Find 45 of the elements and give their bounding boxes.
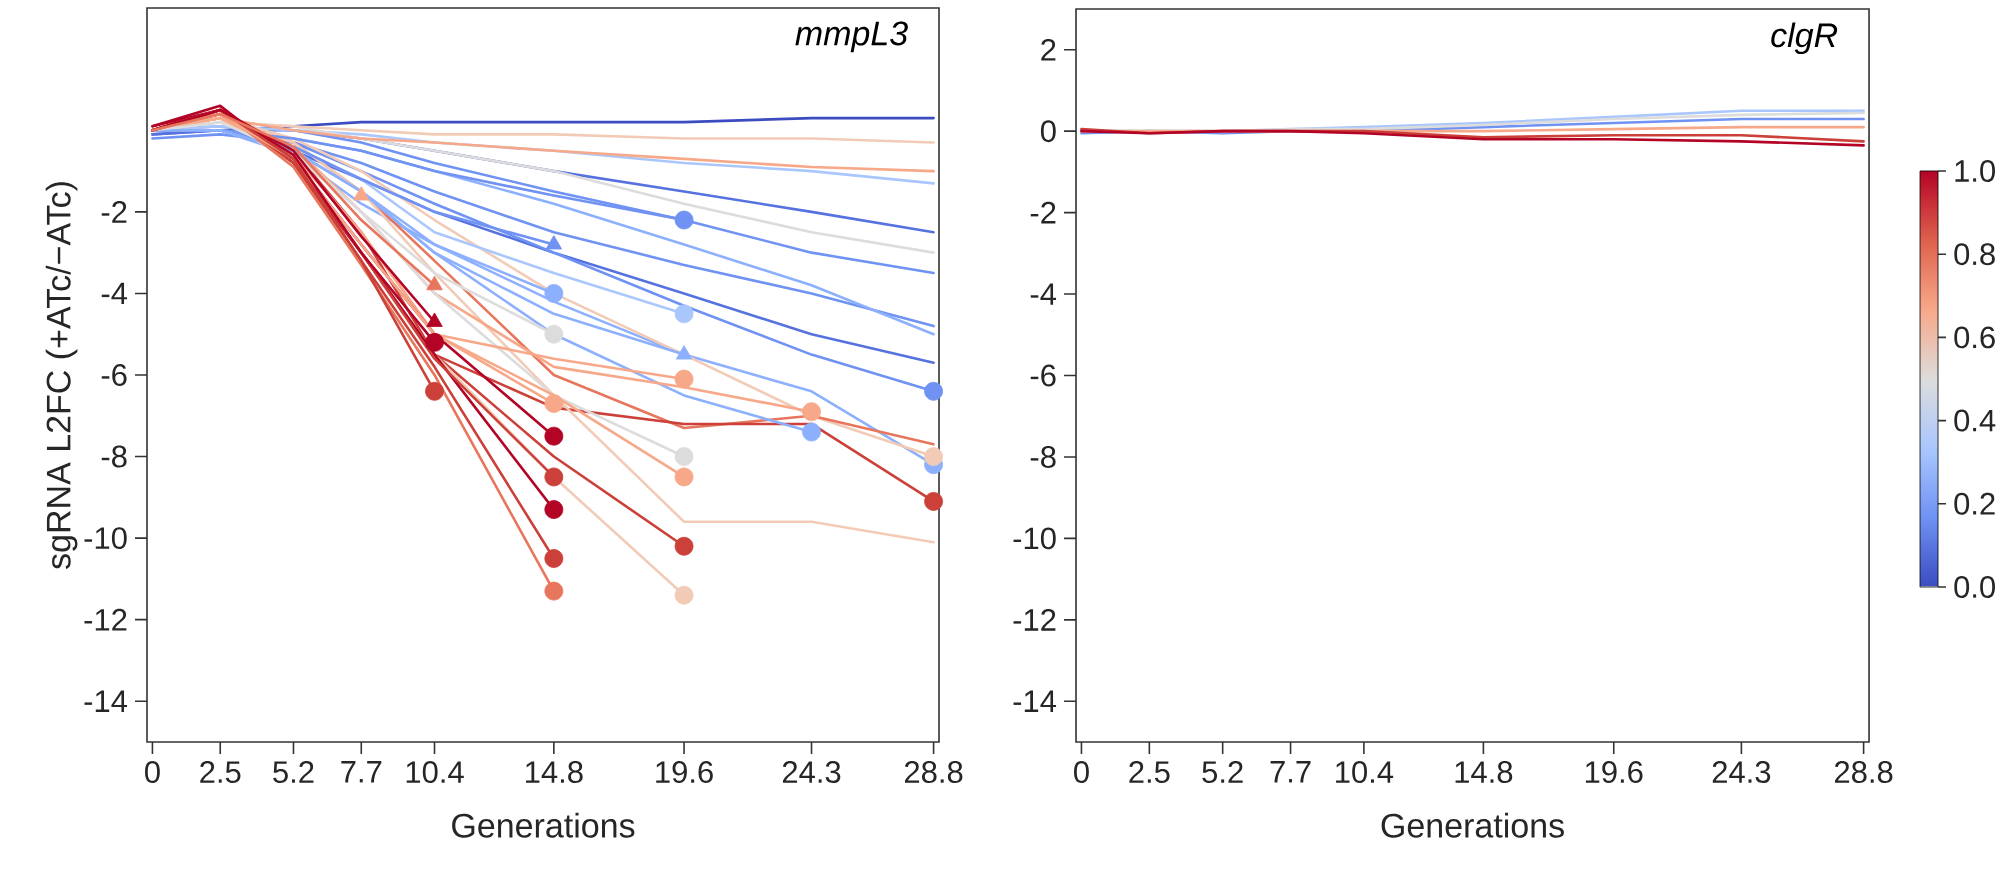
- x-tick-label: 14.8: [1455, 761, 1513, 784]
- y-axis-title: sgRNA L2FC (+ATc/−ATc): [45, 182, 78, 569]
- y-tick-label: -8: [1030, 445, 1056, 468]
- y-tick-label: -10: [1013, 527, 1056, 550]
- y-tick-label: -12: [1013, 609, 1056, 631]
- y-tick-label: -8: [101, 445, 127, 468]
- color-bar-label: 1.0: [1955, 160, 1995, 182]
- color-bar-label: 0.6: [1954, 326, 1995, 349]
- x-tick-label: 10.4: [1336, 761, 1394, 784]
- x-tick-label: 28.8: [904, 761, 963, 784]
- x-tick-label: 7.7: [341, 761, 382, 783]
- x-tick-label: 7.7: [1270, 761, 1311, 783]
- y-tick-label: 0: [1040, 120, 1056, 143]
- y-tick-label: -2: [1030, 201, 1056, 224]
- chart-title: mmpL3: [795, 21, 908, 53]
- color-bar-label: 0.0: [1954, 576, 1995, 598]
- x-tick-label: 0: [145, 761, 160, 784]
- x-tick-label: 24.3: [782, 761, 841, 784]
- x-axis-title: Generations: [452, 812, 635, 838]
- x-tick-label: 14.8: [526, 761, 583, 784]
- x-tick-label: 19.6: [656, 761, 713, 784]
- x-tick-label: 28.8: [1835, 761, 1893, 784]
- y-tick-label: -4: [1030, 283, 1057, 305]
- y-tick-label: -12: [84, 608, 127, 631]
- chart-title: clgR: [1771, 22, 1838, 55]
- y-tick-label: -14: [84, 690, 128, 712]
- x-tick-label: 5.2: [273, 761, 314, 784]
- x-tick-label: 19.6: [1585, 761, 1643, 784]
- color-bar-label: 0.2: [1954, 492, 1995, 515]
- x-tick-label: 10.4: [406, 761, 464, 784]
- color-bar-label: 0.4: [1954, 409, 1996, 432]
- y-tick-label: -6: [101, 364, 127, 386]
- y-tick-label: -2: [101, 201, 127, 223]
- y-tick-label: 2: [1041, 38, 1056, 61]
- x-tick-label: 0: [1074, 761, 1089, 784]
- x-tick-label: 5.2: [1202, 761, 1243, 784]
- color-bar-label: 0.8: [1954, 243, 1995, 266]
- x-tick-label: 24.3: [1712, 761, 1771, 784]
- y-tick-label: -14: [1013, 690, 1057, 712]
- x-tick-label: 2.5: [1129, 761, 1170, 784]
- y-tick-label: -6: [1030, 364, 1056, 387]
- x-tick-label: 2.5: [200, 761, 241, 784]
- y-tick-label: -4: [101, 282, 128, 305]
- x-axis-title: Generations: [1381, 812, 1564, 838]
- y-tick-label: -10: [84, 527, 127, 550]
